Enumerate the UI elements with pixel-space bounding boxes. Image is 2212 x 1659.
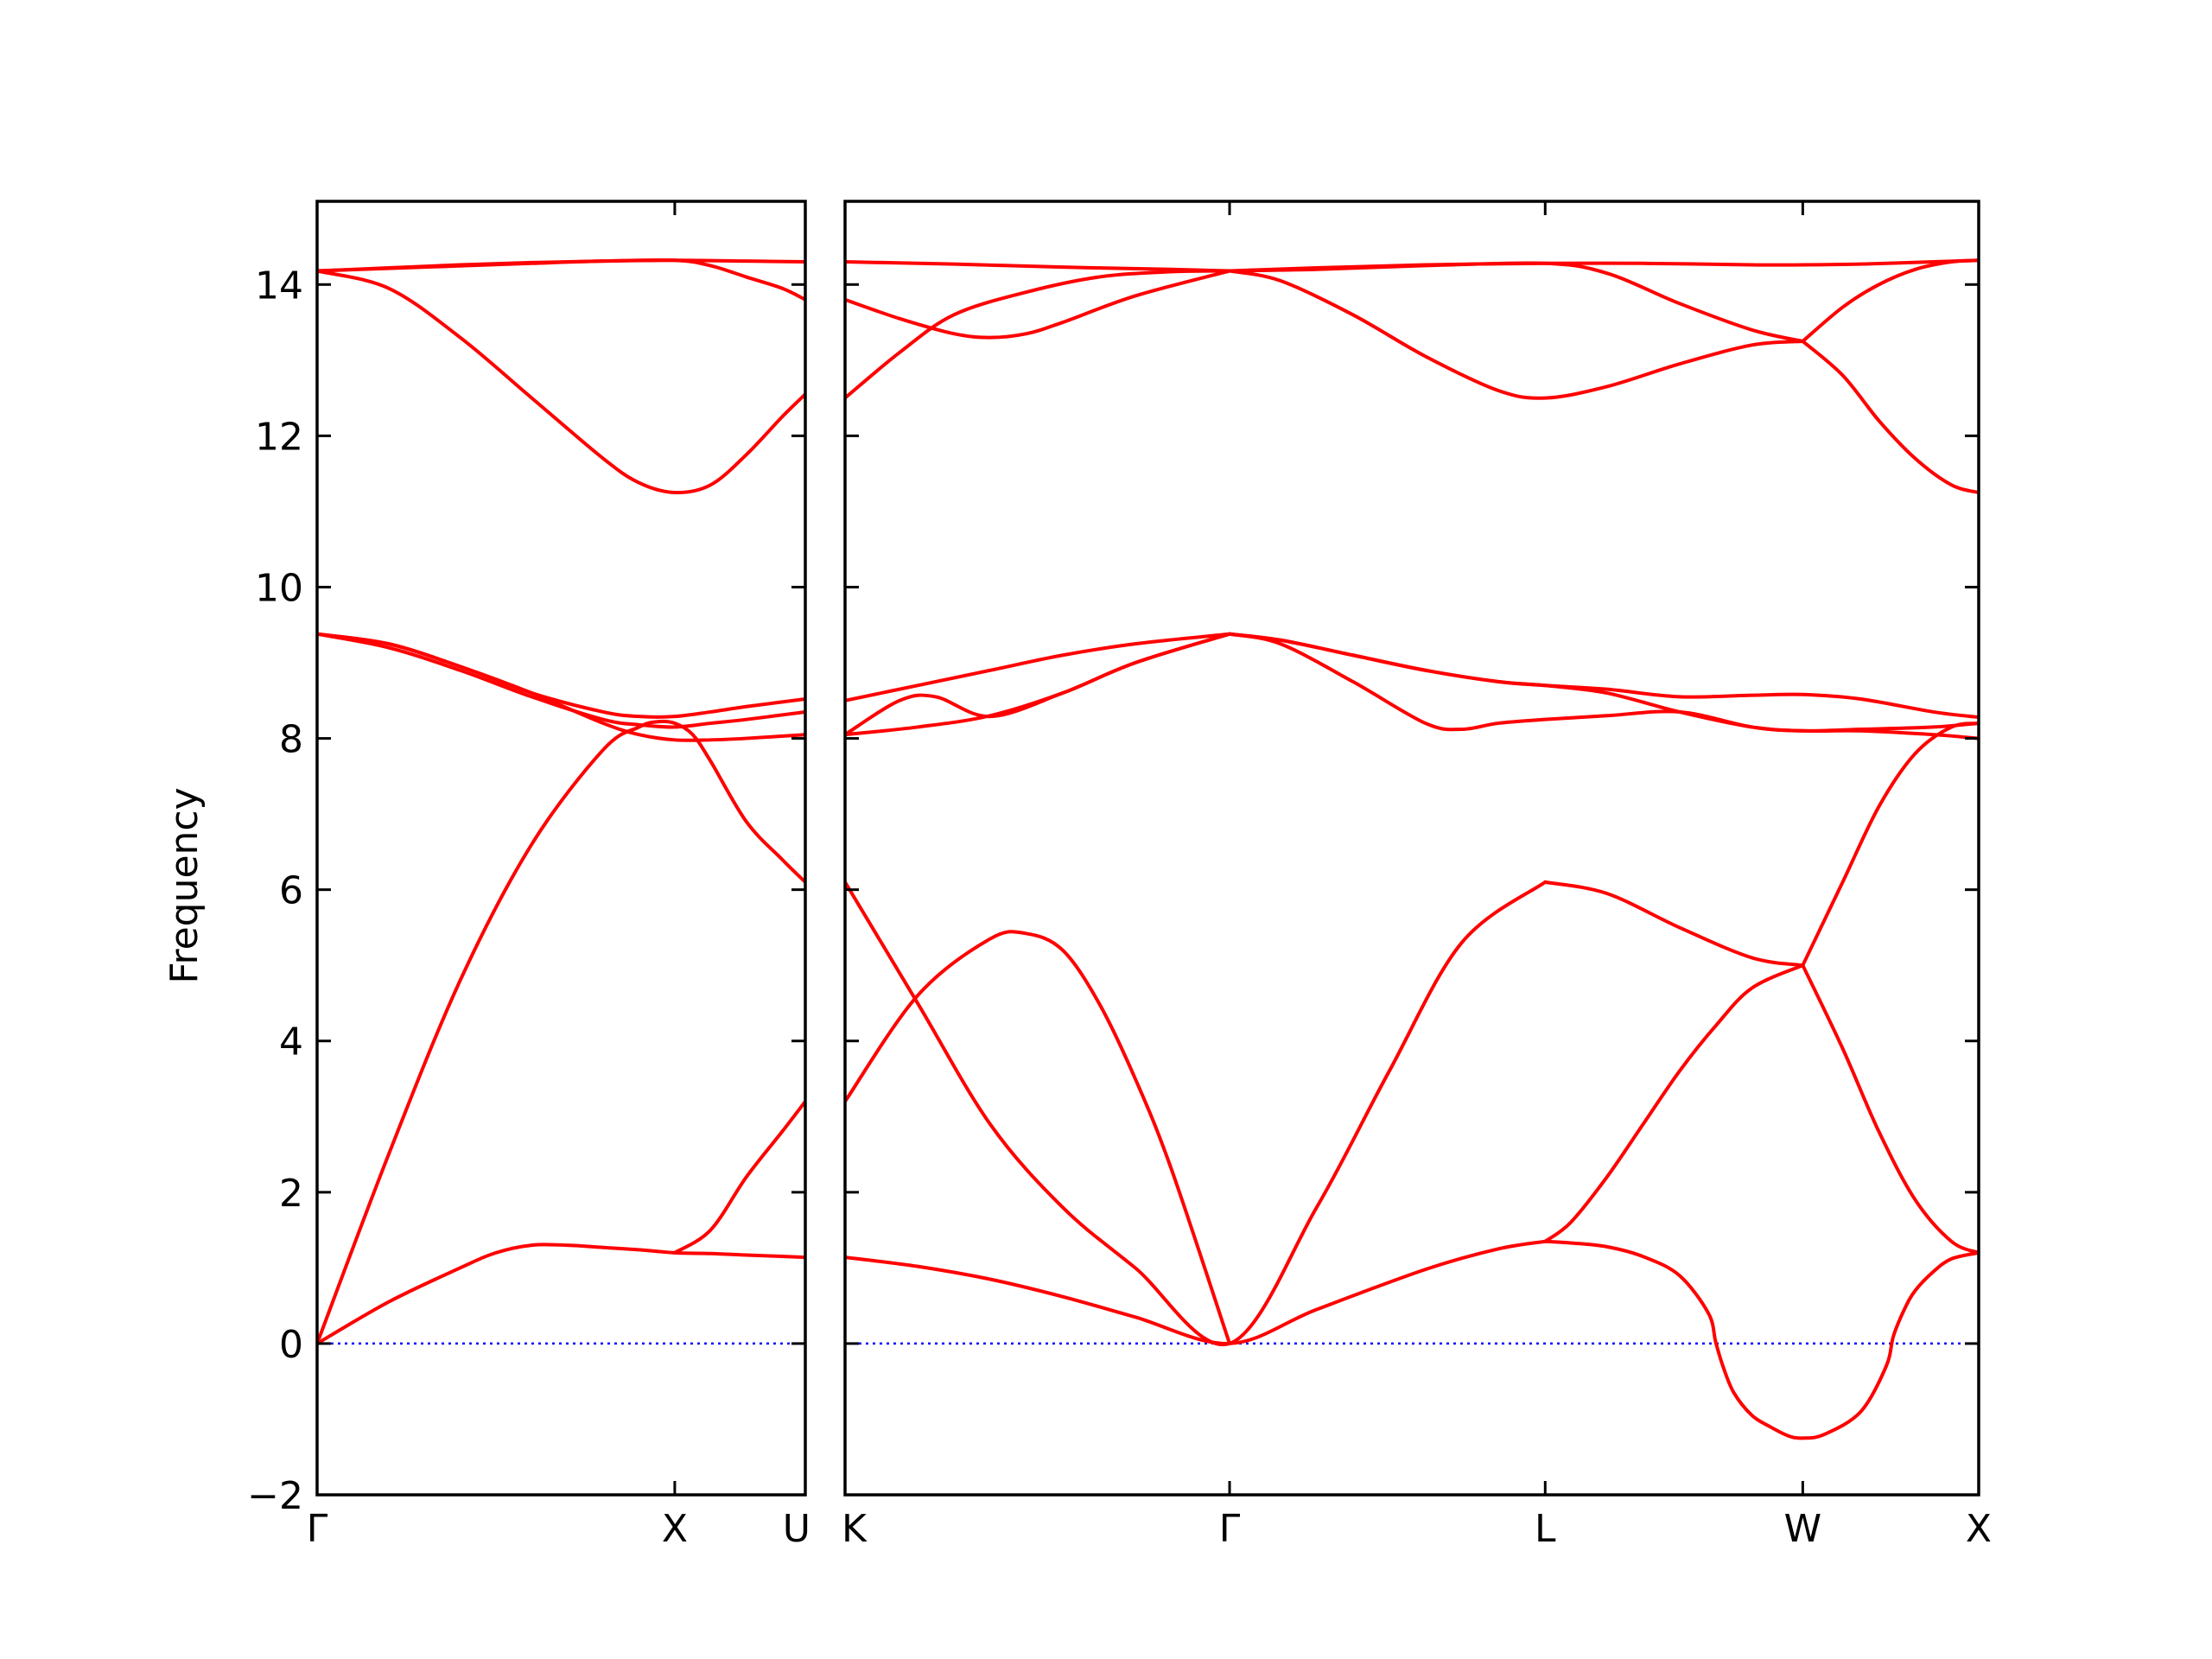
band-line-20 — [1228, 258, 1979, 273]
band-line-1 — [317, 1243, 805, 1345]
band-line-15 — [845, 269, 1232, 340]
x-tick-label: U — [783, 1507, 810, 1551]
x-tick-label: Γ — [307, 1507, 328, 1551]
band-line-4 — [317, 632, 805, 742]
band-line-9 — [317, 258, 805, 273]
band-line-12 — [1228, 632, 1979, 741]
band-line-14 — [1228, 632, 1979, 720]
y-tick-label: 12 — [255, 415, 303, 459]
band-line-11 — [845, 632, 1232, 702]
band-line-7 — [1801, 963, 1979, 1255]
band-line-3 — [845, 880, 1548, 1347]
x-tick-label: Γ — [1219, 1507, 1241, 1551]
x-tick-label: W — [1784, 1507, 1822, 1551]
band-line-18 — [1228, 269, 1805, 400]
y-tick-label: −2 — [247, 1474, 303, 1518]
band-line-8 — [317, 257, 805, 302]
x-tick-label: X — [662, 1507, 688, 1551]
y-tick-label: 4 — [279, 1020, 303, 1065]
panel-1: −2 0 2 4 6 8 10 12 14 Γ X U — [247, 200, 810, 1551]
band-line-6 — [1801, 721, 1979, 968]
band-line-19 — [1228, 261, 1805, 343]
x-tick-label: L — [1535, 1507, 1556, 1551]
panel-frame — [315, 200, 807, 1497]
band-line-17 — [845, 260, 1232, 273]
band-line-3 — [672, 1099, 805, 1255]
band-line-1 — [845, 1239, 1548, 1345]
band-line-2 — [317, 719, 805, 1345]
band-line-9 — [845, 632, 1232, 737]
band-line-5 — [1543, 963, 1805, 1243]
band-line-5 — [317, 632, 805, 729]
y-tick-label: 10 — [255, 566, 303, 610]
y-tick-label: 0 — [279, 1323, 303, 1367]
y-tick-label: 6 — [279, 869, 303, 913]
x-tick-label: K — [842, 1507, 868, 1551]
y-tick-label: 14 — [255, 264, 303, 308]
band-line-6 — [317, 632, 805, 719]
band-line-16 — [845, 269, 1232, 400]
band-line-2 — [1543, 1239, 1979, 1440]
band-line-7 — [317, 269, 805, 495]
x-tick-label: X — [1966, 1507, 1992, 1551]
y-tick-label: 2 — [279, 1172, 303, 1216]
bands — [317, 257, 805, 1345]
band-line-4 — [1543, 880, 1805, 968]
panel-frame — [843, 200, 1980, 1497]
y-axis-label: Frequency — [162, 787, 207, 983]
y-tick-label: 8 — [279, 718, 303, 762]
band-line-21 — [1801, 258, 1979, 343]
band-line-22 — [1801, 339, 1979, 495]
bands — [845, 258, 1979, 1440]
band-panels: −2 0 2 4 6 8 10 12 14 Γ X U K Γ L W X — [247, 200, 1992, 1551]
band-line-8 — [845, 930, 1232, 1345]
band-line-10 — [845, 632, 1232, 737]
